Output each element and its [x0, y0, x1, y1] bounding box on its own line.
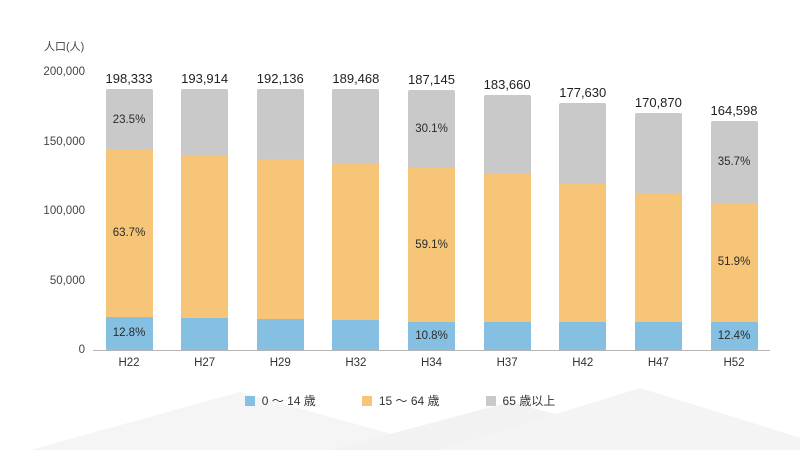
bar-segment-65歳以上: [483, 94, 531, 175]
legend-item-age-15-64: 15 ～ 64 歳: [361, 392, 440, 409]
stacked-bar: [256, 89, 304, 350]
y-tick-label: 200,000: [43, 66, 85, 78]
bar-column-H52: 164,598 35.7% 51.9% 12.4% H52: [706, 72, 762, 369]
y-tick-label: 50,000: [49, 274, 85, 287]
legend-item-age-65-plus: 65 歳以上: [485, 392, 556, 409]
bar-segment-15～64歳: [483, 174, 531, 322]
x-axis-label: H47: [647, 357, 669, 369]
x-axis-label: H34: [420, 357, 443, 369]
bar-total-label: 192,136: [256, 71, 304, 86]
bar-segment-0～14歳: [634, 322, 682, 350]
bar-total-label: 183,660: [483, 76, 531, 92]
bar-segment-15～64歳: 59.1%: [408, 168, 455, 322]
segment-percentage-label: 12.4%: [717, 329, 751, 342]
legend-label: 0 ～ 14 歳: [261, 394, 316, 408]
bar-segment-0～14歳: 10.8%: [408, 321, 455, 350]
stacked-bar: 30.1% 59.1% 10.8%: [408, 89, 455, 350]
bar-column-H47: 170,870 H47: [630, 72, 686, 369]
bar-segment-15～64歳: [559, 184, 607, 323]
bar-segment-65歳以上: 35.7%: [710, 121, 758, 203]
segment-percentage-label: 30.1%: [415, 123, 448, 136]
y-tick-label: 0: [78, 344, 85, 356]
bar-total-label: 193,914: [181, 71, 229, 86]
plot-area: 198,333 23.5% 63.7% 12.8% H22 193,914 H27 192,1…: [93, 71, 770, 369]
bar-segment-15～64歳: [256, 158, 304, 319]
bar-column-H27: 193,914 H27: [177, 71, 233, 369]
bar-segment-65歳以上: [181, 89, 229, 156]
x-axis-label: H42: [572, 357, 594, 369]
legend-swatch-gray: [485, 395, 496, 406]
bar-segment-15～64歳: [332, 163, 380, 321]
bar-segment-15～64歳: [181, 155, 229, 319]
bar-segment-65歳以上: [559, 103, 607, 185]
bar-total-label: 187,145: [408, 71, 455, 87]
bar-total-label: 177,630: [559, 85, 607, 101]
stacked-bar: [634, 112, 682, 351]
bar-segment-65歳以上: [332, 89, 380, 164]
bar-column-H42: 177,630 H42: [555, 72, 611, 369]
y-axis-label: 人口(人): [44, 41, 85, 53]
stacked-bar: [181, 89, 229, 350]
bar-segment-65歳以上: [256, 89, 304, 159]
y-axis: 200,000 150,000 100,000 50,000 0: [35, 66, 93, 356]
bar-segment-65歳以上: 23.5%: [105, 89, 153, 151]
bar-column-H37: 183,660 H37: [479, 72, 535, 369]
bar-segment-0～14歳: [256, 318, 304, 350]
bar-segment-0～14歳: [332, 320, 380, 350]
chart-legend: 0 ～ 14 歳 15 ～ 64 歳 65 歳以上: [0, 392, 800, 409]
bar-segment-15～64歳: 63.7%: [105, 150, 153, 317]
y-tick-label: 150,000: [43, 135, 85, 148]
bar-segment-0～14歳: 12.4%: [710, 321, 758, 350]
bar-segment-65歳以上: [634, 112, 682, 195]
plot-row: 200,000 150,000 100,000 50,000 0 198,333…: [35, 66, 770, 369]
segment-percentage-label: 23.5%: [112, 113, 146, 126]
legend-label: 65 歳以上: [502, 394, 556, 408]
segment-percentage-label: 51.9%: [717, 256, 751, 269]
segment-percentage-label: 35.7%: [717, 156, 751, 169]
bar-segment-0～14歳: [483, 321, 531, 350]
stacked-bar: 35.7% 51.9% 12.4%: [710, 121, 758, 350]
legend-swatch-blue: [244, 395, 255, 406]
stacked-bar: 23.5% 63.7% 12.8%: [105, 89, 153, 350]
bar-segment-15～64歳: 51.9%: [710, 202, 758, 322]
y-tick-label: 100,000: [43, 205, 85, 217]
stacked-bar: [559, 103, 607, 350]
bar-column-H32: 189,468 H32: [328, 71, 384, 369]
x-axis-label: H27: [194, 357, 216, 369]
legend-swatch-orange: [361, 395, 372, 406]
bar-total-label: 198,333: [105, 71, 153, 86]
segment-percentage-label: 63.7%: [112, 227, 146, 240]
bar-total-label: 170,870: [634, 94, 682, 110]
x-axis-label: H22: [118, 357, 140, 369]
stacked-bar: [332, 89, 380, 350]
bar-column-H22: 198,333 23.5% 63.7% 12.8% H22: [101, 71, 157, 369]
bar-total-label: 164,598: [710, 103, 758, 119]
segment-percentage-label: 10.8%: [415, 329, 448, 342]
segment-percentage-label: 59.1%: [415, 239, 448, 252]
legend-item-age-0-14: 0 ～ 14 歳: [244, 392, 316, 409]
bar-column-H34: 187,145 30.1% 59.1% 10.8% H34: [404, 71, 460, 369]
x-axis-label: H37: [496, 357, 518, 369]
x-axis-label: H52: [723, 357, 745, 369]
bar-segment-0～14歳: [559, 322, 607, 350]
background-triangle: [440, 388, 800, 450]
stacked-bar: [483, 94, 531, 350]
bar-segment-0～14歳: 12.8%: [105, 316, 153, 350]
x-axis-label: H29: [269, 357, 291, 369]
legend-label: 15 ～ 64 歳: [378, 394, 440, 408]
segment-percentage-label: 12.8%: [112, 327, 146, 340]
bar-segment-15～64歳: [634, 194, 682, 323]
x-axis-label: H32: [345, 357, 367, 369]
bar-column-H29: 192,136 H29: [252, 71, 308, 369]
bar-total-label: 189,468: [332, 71, 380, 86]
bar-segment-0～14歳: [181, 318, 229, 350]
bar-segment-65歳以上: 30.1%: [408, 89, 455, 169]
